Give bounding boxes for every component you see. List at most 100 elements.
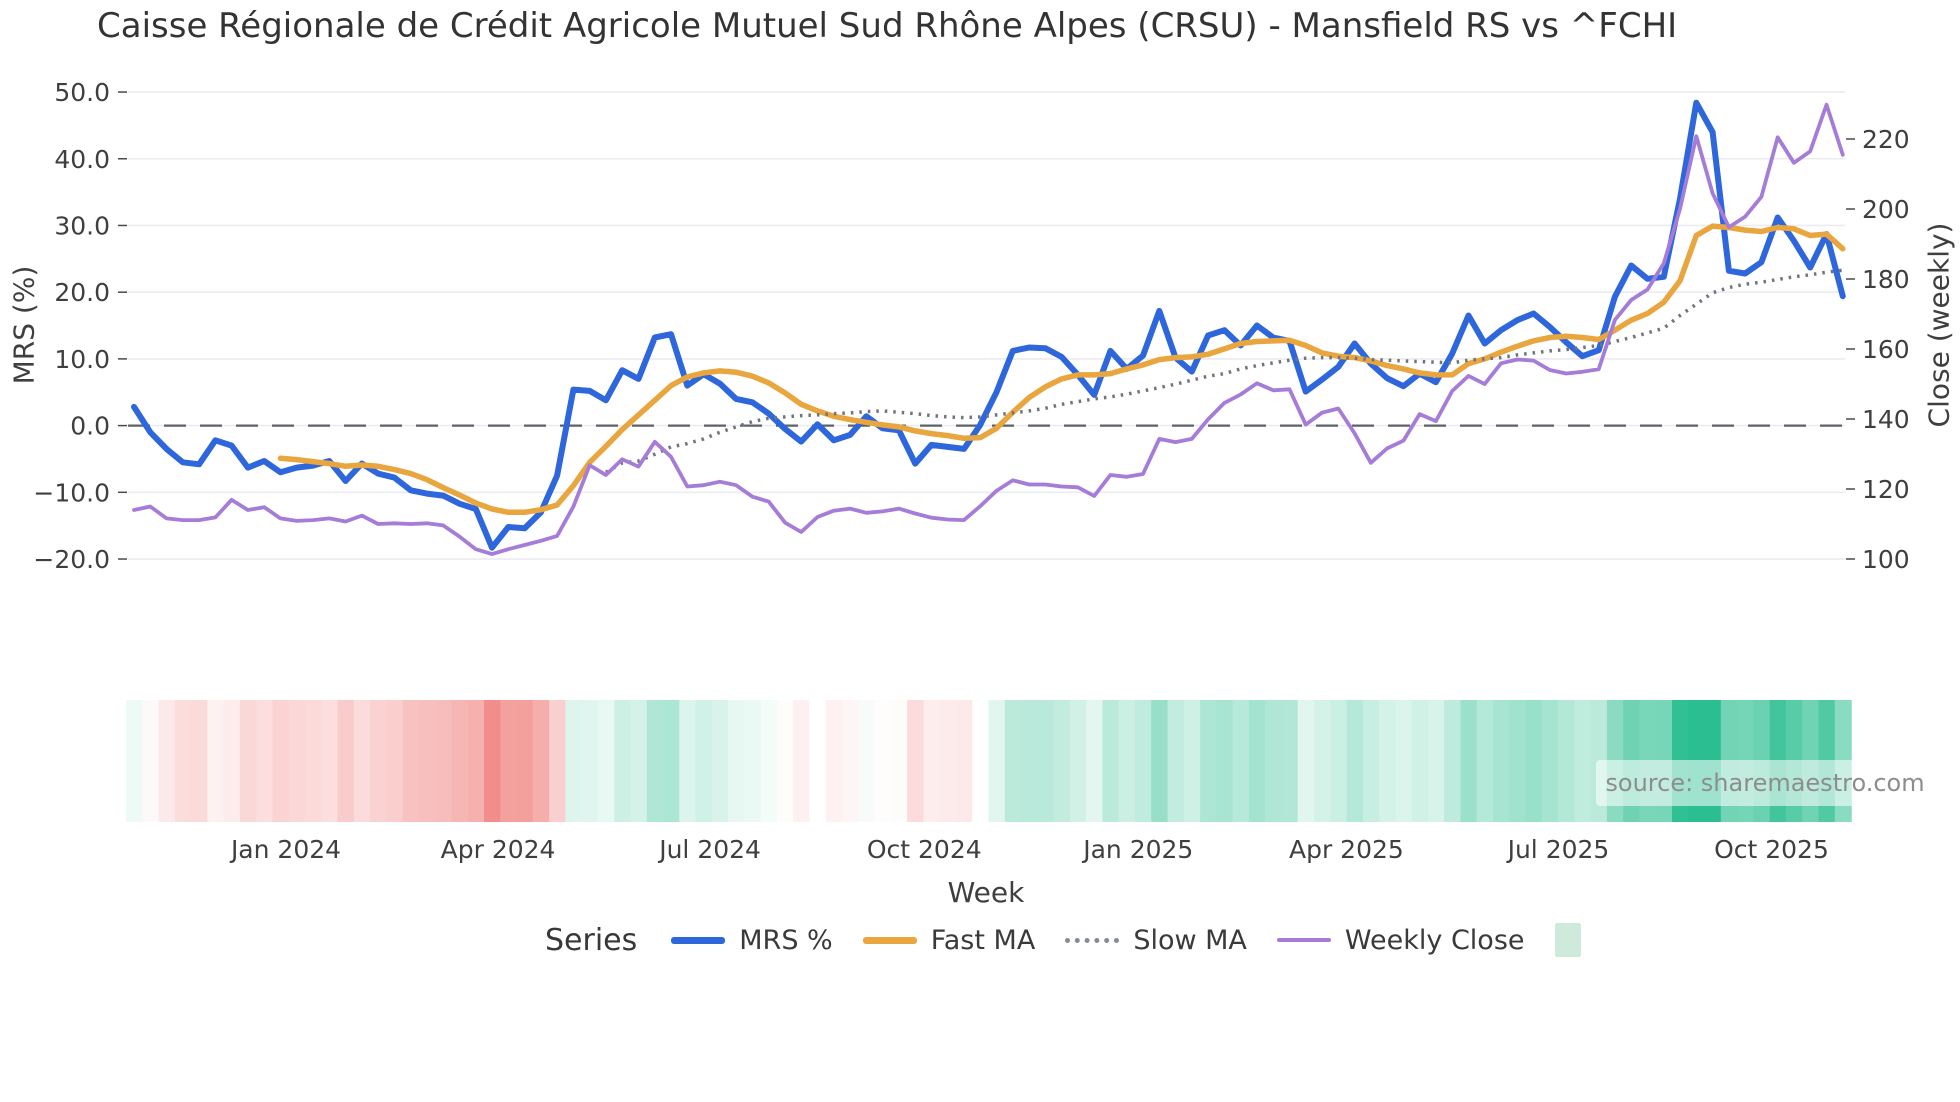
x-axis-ticks: Jan 2024 Apr 2024 Jul 2024 Oct 2024 Jan 2025…: [229, 835, 1829, 864]
heatmap-cell: [988, 700, 1006, 822]
right-tick-label: 160: [1862, 335, 1910, 364]
heatmap-cell: [972, 700, 990, 822]
legend-item-label: Slow MA: [1133, 924, 1247, 956]
x-tick-label: Jan 2025: [1081, 835, 1193, 864]
left-tick-label: 10.0: [54, 345, 110, 374]
heatmap-cell: [484, 700, 502, 822]
heatmap-cell: [1509, 700, 1527, 822]
heatmap-cell: [663, 700, 681, 822]
heatmap-cell: [353, 700, 371, 822]
line-swatch: [1065, 937, 1120, 943]
left-tick-label: 40.0: [54, 145, 110, 174]
right-axis-ticks: 220 200 180 160 140 120 100: [1846, 125, 1910, 574]
source-watermark: source: sharemaestro.com: [1596, 760, 1934, 806]
legend-item-slow-ma: Slow MA: [1065, 925, 1247, 956]
left-tick-label: 50.0: [54, 78, 110, 107]
line-swatch: [671, 936, 726, 944]
heatmap-cell: [728, 700, 746, 822]
heatmap-cell: [1574, 700, 1592, 822]
series-line-mrs-: [131, 99, 1846, 551]
series-line-fast-ma: [277, 223, 1846, 516]
left-tick-label: −20.0: [33, 545, 110, 574]
left-tick-label: 20.0: [54, 278, 110, 307]
left-axis-ticks: 50.0 40.0 30.0 20.0 10.0 0.0 −10.0 −20.0: [33, 78, 127, 574]
heatmap-cell: [1314, 700, 1331, 822]
legend: Series MRS % Fast MA Slow MA Weekly Close: [545, 914, 1581, 966]
heatmap-cell: [272, 700, 290, 822]
right-axis-title: Close (weekly): [1922, 222, 1956, 428]
x-tick-label: Apr 2024: [441, 835, 556, 864]
legend-items: MRS % Fast MA Slow MA Weekly Close: [671, 923, 1581, 957]
heatmap-cell: [1004, 700, 1022, 822]
left-tick-label: −10.0: [33, 478, 110, 507]
heatmap-cell: [939, 700, 957, 822]
series-line-slow-ma: [605, 268, 1844, 474]
heatmap-cell: [1102, 700, 1120, 822]
heatmap-cell: [467, 700, 485, 822]
heatmap-cell: [1021, 700, 1039, 822]
heatmap-cell: [614, 700, 632, 822]
heatmap-cell: [760, 700, 778, 822]
heatmap-cell: [1200, 700, 1218, 822]
legend-item-label: MRS %: [739, 924, 833, 956]
heatmap-cell: [1346, 700, 1364, 822]
heatmap-cell: [1379, 700, 1397, 822]
heatmap-cell: [305, 700, 322, 822]
heatmap-cell: [516, 700, 534, 822]
heatmap-cell: [435, 700, 453, 822]
heatmap-cell: [451, 700, 469, 822]
heatmap-cell: [1069, 700, 1087, 822]
heatmap-cell: [1118, 700, 1136, 822]
heatmap-cell: [1541, 700, 1559, 822]
heatmap-cell: [321, 700, 339, 822]
x-tick-label: Jul 2024: [657, 835, 761, 864]
heatmap-cell: [337, 700, 355, 822]
legend-item-fast-ma: Fast MA: [862, 925, 1035, 956]
heatmap-cell: [142, 700, 160, 822]
heatmap-cell: [1053, 700, 1071, 822]
heatmap-cell: [288, 700, 306, 822]
heatmap-cell: [207, 700, 225, 822]
heatmap-cell: [923, 700, 941, 822]
heatmap-cell: [1476, 700, 1494, 822]
heatmap-cell: [1427, 700, 1445, 822]
heatmap-cell: [1330, 700, 1348, 822]
heatmap-cell: [191, 700, 209, 822]
x-tick-label: Oct 2024: [867, 835, 982, 864]
legend-item-weekly-close: Weekly Close: [1276, 924, 1525, 956]
x-tick-label: Apr 2025: [1289, 835, 1404, 864]
gridlines: [128, 91, 1845, 560]
heatmap-cell: [1411, 700, 1429, 822]
legend-item-mrs-: MRS %: [671, 924, 833, 956]
heatmap-cell: [597, 700, 615, 822]
heatmap-cell: [386, 700, 404, 822]
heatmap-cell: [1134, 700, 1152, 822]
heatmap-cell: [744, 700, 762, 822]
heatmap-cell: [1151, 700, 1169, 822]
x-axis-title: Week: [947, 876, 1025, 909]
heatmap-cell: [1248, 700, 1266, 822]
heatmap-cell: [825, 700, 843, 822]
x-tick-label: Jan 2024: [229, 835, 341, 864]
left-axis-title: MRS (%): [7, 265, 41, 385]
legend-item-label: Weekly Close: [1344, 924, 1525, 956]
right-tick-label: 100: [1862, 545, 1910, 574]
heatmap-cell: [793, 700, 811, 822]
chart-title: Caisse Régionale de Crédit Agricole Mutu…: [97, 6, 1678, 46]
heatmap-cell: [174, 700, 192, 822]
legend-title: Series: [545, 922, 638, 958]
heatmap-cell: [1525, 700, 1543, 822]
heatmap-cell: [1232, 700, 1250, 822]
heatmap-cell: [1265, 700, 1283, 822]
heatmap-cell: [223, 700, 241, 822]
heatmap-cell: [1183, 700, 1201, 822]
heatmap-cell: [907, 700, 925, 822]
left-tick-label: 30.0: [54, 211, 110, 240]
series-line-weekly-close: [132, 102, 1845, 556]
heatmap-cell: [1086, 700, 1104, 822]
heatmap-cell: [581, 700, 599, 822]
heatmap-cell: [565, 700, 583, 822]
heatmap-cell: [1167, 700, 1185, 822]
heatmap-cell: [1216, 700, 1234, 822]
